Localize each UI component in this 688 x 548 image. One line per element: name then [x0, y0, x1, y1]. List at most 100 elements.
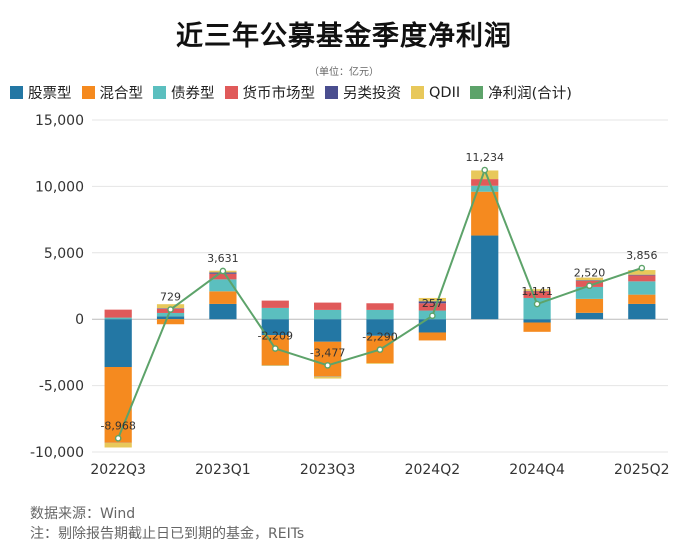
source-note: 数据来源：Wind: [30, 506, 136, 522]
bar-segment: [575, 312, 604, 320]
unit-note: （单位：亿元）: [309, 67, 379, 78]
net-profit-label: -8,968: [100, 419, 135, 432]
x-tick-label: 2024Q4: [509, 462, 565, 478]
legend-swatch: [224, 86, 238, 99]
legend-item: 债券型: [153, 82, 215, 103]
net-profit-point: [376, 346, 384, 353]
net-profit-point: [114, 434, 122, 442]
bar-segment: [523, 297, 551, 320]
net-profit-point: [167, 306, 174, 313]
legend-item: 股票型: [10, 82, 72, 103]
y-tick-label: 15,000: [35, 113, 84, 129]
legend-item: 另类投资: [325, 82, 401, 103]
net-profit-label: 3,856: [626, 249, 658, 262]
bar-segment: [628, 270, 656, 275]
net-profit-point: [429, 312, 436, 320]
bar-segment: [261, 319, 289, 336]
bar-segment: [156, 304, 185, 309]
legend-item: 净利润(合计): [470, 82, 572, 103]
bar-segment: [314, 376, 342, 379]
bar-segment: [366, 309, 394, 320]
bar-segment: [575, 286, 604, 299]
y-tick-label: -10,000: [30, 445, 84, 461]
bar-segment: [261, 300, 289, 308]
bar-segment: [523, 291, 551, 298]
x-tick-label: 2022Q3: [90, 462, 146, 478]
bar-segment: [104, 442, 132, 448]
bar-segment: [156, 316, 185, 320]
bar-segment: [104, 319, 132, 368]
net-profit-label: 729: [160, 291, 181, 304]
bar-segment: [575, 298, 604, 313]
net-profit-point: [533, 300, 541, 308]
legend-label: 另类投资: [343, 86, 401, 102]
x-tick-label: 2023Q3: [300, 462, 356, 478]
footnote: 注：剔除报告期截止日已到期的基金，REITs: [30, 526, 305, 542]
legend-item: QDII: [411, 85, 460, 101]
net-profit-label: -2,290: [362, 331, 397, 344]
bar-segment: [418, 332, 446, 341]
bar-segment: [366, 363, 394, 364]
bar-segment: [314, 309, 342, 320]
bar-segment: [471, 185, 499, 192]
bar-segment: [628, 303, 656, 320]
bar-segment: [471, 235, 499, 320]
bar-segment: [418, 303, 446, 311]
legend-label: 货币市场型: [242, 86, 316, 102]
net-profit-point: [638, 264, 646, 272]
net-profit-point: [271, 345, 279, 352]
legend-swatch: [153, 86, 166, 99]
bar-segment: [523, 319, 551, 323]
bar-segment: [471, 170, 499, 180]
bar-segment: [628, 294, 656, 304]
bar-segment: [261, 365, 289, 366]
bar-segment: [366, 303, 394, 310]
bar-segment: [575, 280, 604, 281]
bar-segment: [471, 179, 499, 186]
y-tick-label: 0: [75, 312, 84, 328]
bar-segment: [418, 301, 446, 304]
bar-segment: [575, 277, 604, 281]
net-profit-label: 2,520: [574, 267, 606, 280]
bar-segment: [209, 279, 237, 292]
bar-segment: [209, 291, 237, 304]
legend-label: 净利润(合计): [488, 86, 572, 102]
y-tick-label: -5,000: [39, 379, 84, 395]
bar-segment: [471, 191, 499, 236]
legend-swatch: [81, 86, 95, 99]
bar-segment: [261, 307, 289, 320]
legend-label: 债券型: [171, 86, 215, 102]
bar-segment: [104, 309, 132, 318]
legend-swatch: [411, 86, 424, 99]
x-tick-label: 2023Q1: [195, 462, 251, 478]
legend-label: 混合型: [99, 86, 144, 102]
x-tick-label: 2025Q2: [614, 462, 670, 478]
legend-label: 股票型: [28, 86, 72, 102]
bar-segment: [418, 297, 446, 302]
y-tick-label: 5,000: [44, 246, 84, 262]
net-profit-point: [481, 166, 489, 174]
bar-segment: [156, 319, 185, 325]
net-profit-label: 257: [422, 297, 443, 310]
x-tick-label: 2024Q2: [405, 462, 461, 478]
y-tick-label: 10,000: [35, 179, 84, 195]
bar-segment: [628, 281, 656, 295]
legend-swatch: [470, 86, 484, 99]
legend-swatch: [325, 86, 338, 99]
net-profit-label: -3,477: [310, 346, 345, 359]
legend: 股票型 混合型 债券型 货币市场型 另类投资 QDII 净利润(合计): [10, 82, 688, 103]
legend-item: 混合型: [81, 82, 144, 103]
bar-segment: [314, 319, 342, 342]
bar-segment: [523, 322, 551, 332]
bar-segment: [156, 312, 185, 317]
chart-title: 近三年公募基金季度净利润: [176, 21, 512, 52]
net-profit-point: [586, 282, 593, 290]
net-profit-label: -2,209: [258, 330, 293, 343]
bar-segment: [209, 303, 237, 320]
net-profit-label: 11,234: [465, 151, 504, 164]
net-profit-point: [219, 267, 227, 275]
legend-item: 货币市场型: [224, 82, 316, 103]
net-profit-label: 3,631: [207, 252, 239, 265]
